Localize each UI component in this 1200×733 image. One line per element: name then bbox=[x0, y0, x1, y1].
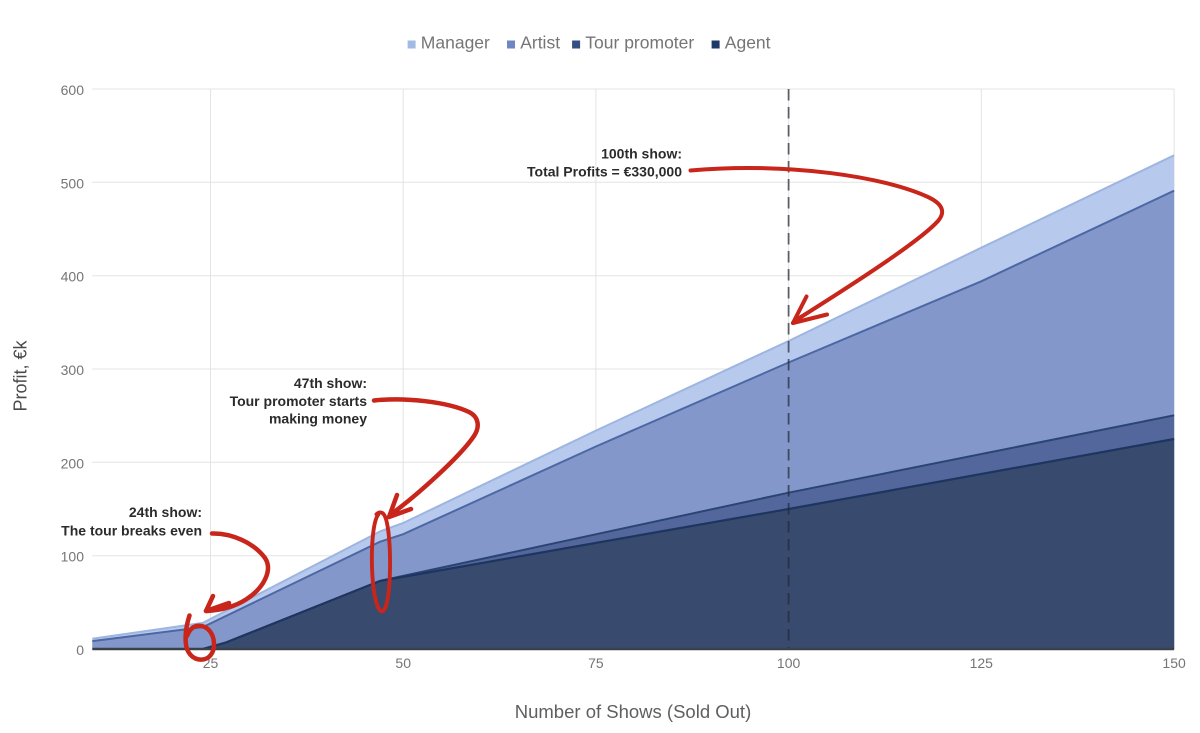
svg-text:600: 600 bbox=[61, 82, 85, 98]
svg-text:Total Profits = €330,000: Total Profits = €330,000 bbox=[527, 163, 682, 179]
svg-text:Tour promoter: Tour promoter bbox=[585, 33, 694, 53]
svg-text:24th show:: 24th show: bbox=[129, 504, 202, 520]
svg-text:100: 100 bbox=[61, 549, 85, 565]
svg-text:50: 50 bbox=[395, 655, 411, 671]
svg-text:200: 200 bbox=[61, 455, 85, 471]
svg-text:The tour breaks even: The tour breaks even bbox=[61, 523, 202, 539]
svg-text:Agent: Agent bbox=[725, 33, 771, 53]
svg-text:500: 500 bbox=[61, 175, 85, 191]
svg-text:47th show:: 47th show: bbox=[294, 375, 367, 391]
svg-text:100: 100 bbox=[777, 655, 801, 671]
svg-text:Number of Shows (Sold Out): Number of Shows (Sold Out) bbox=[515, 701, 751, 722]
svg-text:150: 150 bbox=[1162, 655, 1186, 671]
svg-text:125: 125 bbox=[970, 655, 994, 671]
svg-text:Tour promoter starts: Tour promoter starts bbox=[230, 393, 368, 409]
svg-text:75: 75 bbox=[588, 655, 604, 671]
svg-text:400: 400 bbox=[61, 269, 85, 285]
svg-text:100th show:: 100th show: bbox=[601, 145, 682, 161]
svg-text:0: 0 bbox=[76, 642, 84, 658]
svg-text:Manager: Manager bbox=[421, 33, 490, 53]
svg-text:Artist: Artist bbox=[520, 33, 560, 53]
svg-text:Profit, €k: Profit, €k bbox=[11, 339, 31, 411]
svg-text:making money: making money bbox=[269, 410, 367, 426]
svg-text:300: 300 bbox=[61, 362, 85, 378]
